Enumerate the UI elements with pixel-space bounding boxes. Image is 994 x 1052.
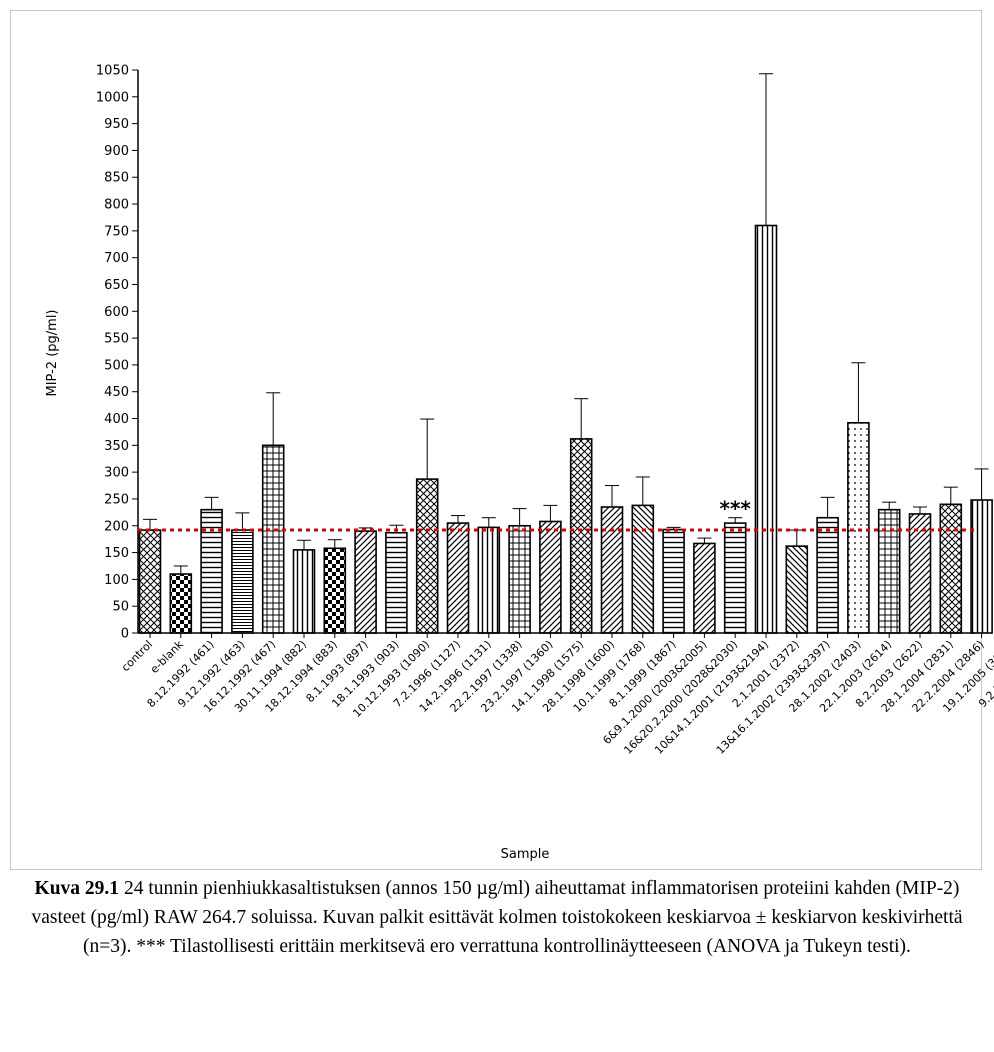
y-tick-label: 900	[104, 144, 129, 159]
caption-text: 24 tunnin pienhiukkasaltistuksen (annos …	[31, 878, 963, 957]
bar	[477, 526, 501, 634]
bar	[446, 522, 470, 634]
bar	[970, 499, 993, 634]
x-axis-title: Sample	[501, 847, 550, 862]
y-tick-label: 400	[104, 412, 129, 427]
y-tick-label: 1000	[96, 90, 129, 105]
bar	[723, 522, 747, 634]
bar	[600, 506, 624, 634]
bar	[292, 549, 316, 634]
y-tick-label: 800	[104, 198, 129, 213]
bar	[877, 508, 901, 634]
bar	[231, 529, 254, 634]
y-tick-label: 1050	[96, 64, 129, 79]
y-tick-label: 450	[104, 385, 129, 400]
bar	[693, 542, 716, 634]
bar	[261, 444, 285, 634]
bar	[631, 504, 655, 634]
y-tick-label: 300	[104, 466, 129, 481]
y-tick-label: 500	[104, 358, 129, 373]
bar	[847, 422, 870, 634]
bar	[662, 528, 685, 634]
bar	[569, 438, 593, 634]
significance-marker: ***	[720, 497, 752, 521]
bar-chart: 0 50 100 150 200 250 300 350 400 450 500 550 600 650 7…	[45, 64, 994, 863]
y-axis-title: MIP-2 (pg/ml)	[45, 309, 60, 396]
bar	[385, 531, 408, 634]
figure-caption: Kuva 29.1 24 tunnin pienhiukkasaltistuks…	[14, 874, 980, 961]
y-tick-label: 350	[104, 439, 129, 454]
bar	[785, 545, 809, 634]
bar	[138, 529, 162, 634]
y-tick-label: 250	[104, 492, 129, 507]
y-tick-label: 550	[104, 332, 129, 347]
bar	[354, 530, 377, 634]
bar	[539, 520, 562, 634]
bar	[816, 516, 839, 634]
bar	[508, 524, 531, 634]
bar	[908, 513, 932, 634]
bar	[415, 478, 439, 634]
y-tick-label: 50	[112, 600, 129, 615]
y-tick-label: 600	[104, 305, 129, 320]
bar	[200, 508, 223, 634]
bar	[169, 573, 193, 634]
y-tick-label: 100	[104, 573, 129, 588]
bars: ***	[138, 73, 993, 634]
y-tick-label: 950	[104, 117, 129, 132]
caption-label: Kuva 29.1	[34, 878, 120, 899]
y-tick-label: 200	[104, 519, 129, 534]
bar	[939, 503, 963, 634]
bar	[754, 224, 778, 634]
chart-frame	[10, 10, 982, 870]
y-tick-label: 700	[104, 251, 129, 266]
y-tick-label: 750	[104, 224, 129, 239]
y-tick-label: 0	[121, 627, 129, 642]
bar	[323, 547, 347, 634]
y-tick-label: 850	[104, 171, 129, 186]
y-tick-label: 650	[104, 278, 129, 293]
y-tick-label: 150	[104, 546, 129, 561]
